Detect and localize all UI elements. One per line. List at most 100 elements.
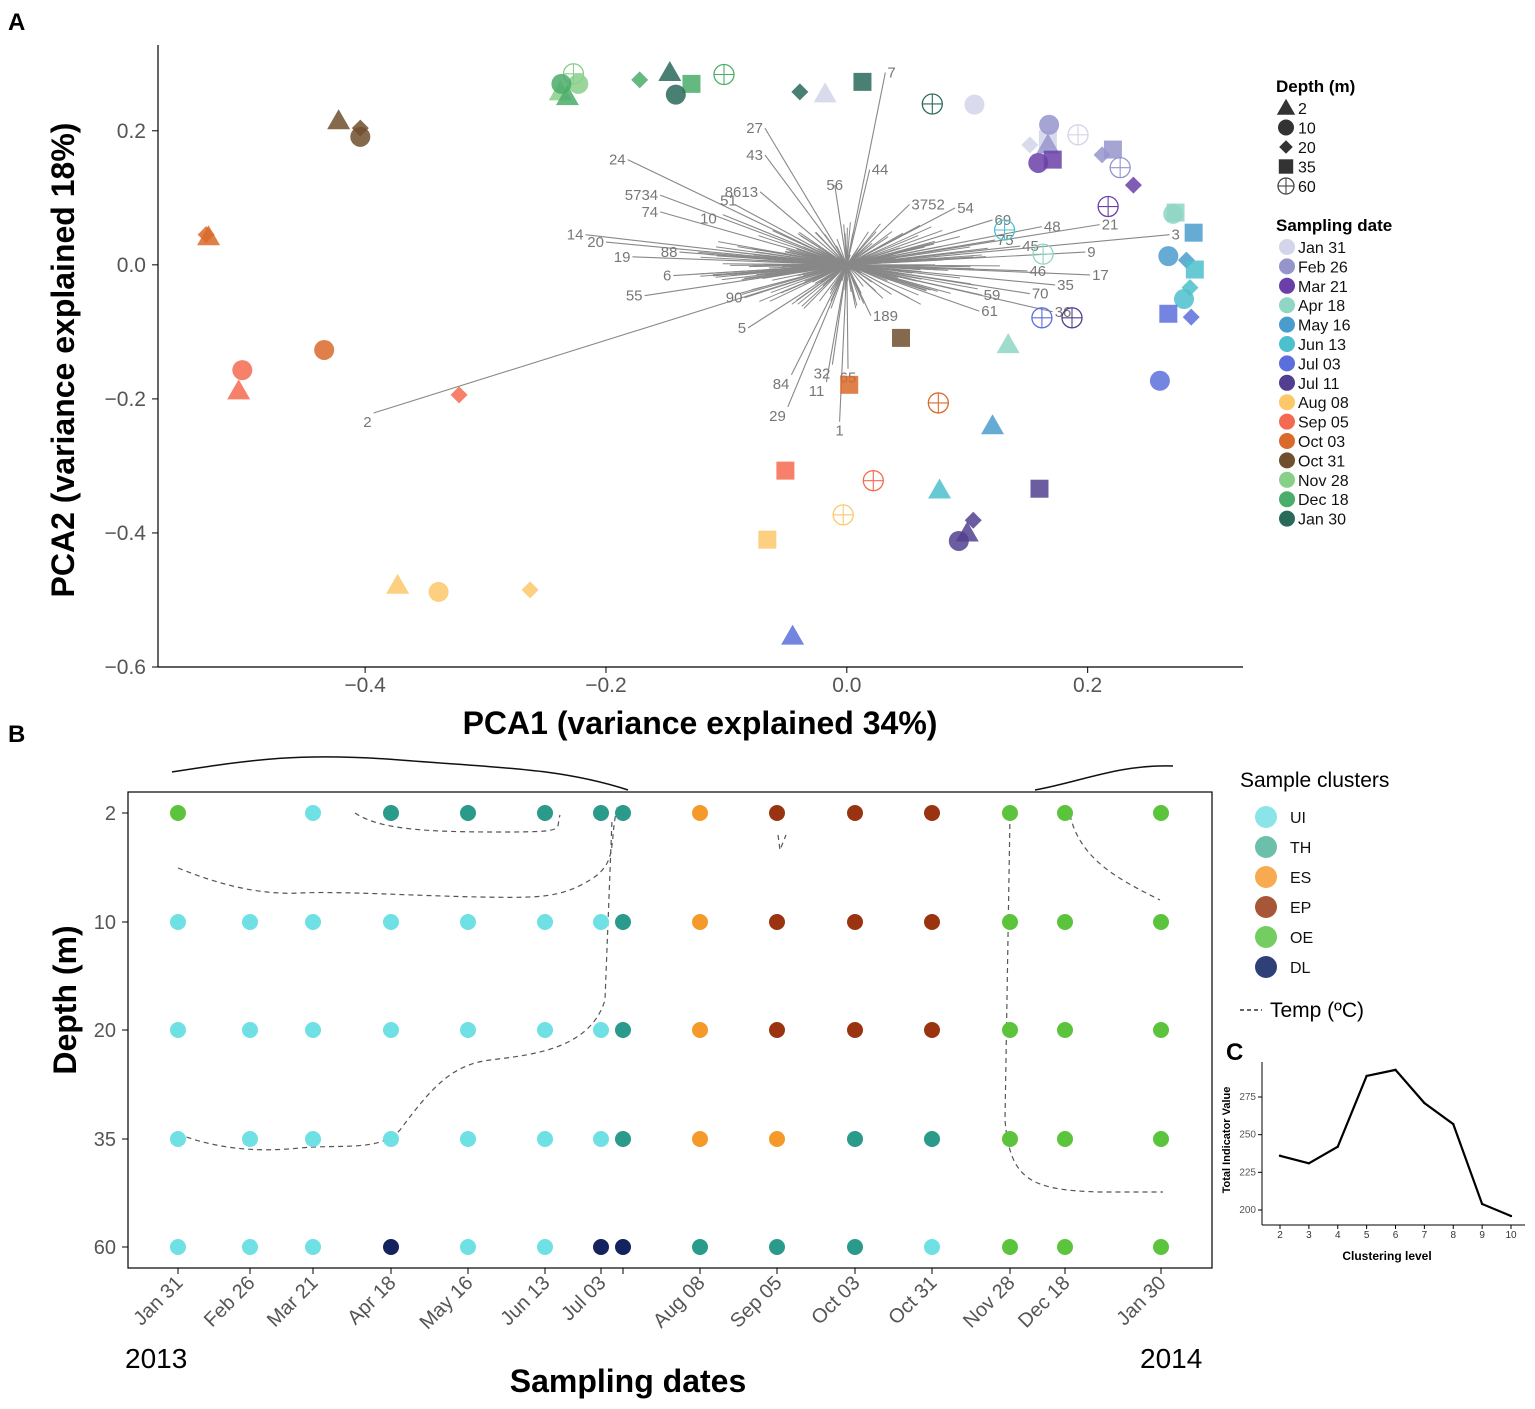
x-tick-label: −0.2	[585, 674, 626, 697]
sample-point	[863, 471, 883, 491]
sample-point	[386, 574, 409, 594]
sample-point	[451, 386, 468, 403]
cluster-point-th	[692, 1239, 708, 1255]
cluster-point-th	[847, 1131, 863, 1147]
cluster-point-th	[383, 805, 399, 821]
cluster-point-ui	[383, 1022, 399, 1038]
cluster-point-oe	[1002, 914, 1018, 930]
x-tick-label: 0.2	[1073, 674, 1102, 697]
cluster-point-oe	[170, 805, 186, 821]
cluster-point-ui	[305, 1022, 321, 1038]
legend-date-swatch	[1279, 491, 1295, 507]
legend-date-label: Dec 18	[1298, 492, 1349, 509]
loading-label: 70	[1032, 286, 1049, 303]
year-start-label: 2013	[125, 1343, 187, 1374]
sample-point	[666, 85, 686, 105]
cluster-point-th	[615, 1131, 631, 1147]
sample-point	[949, 531, 969, 551]
depth-tick-label: 60	[94, 1237, 116, 1259]
loading-label: 17	[1092, 267, 1109, 284]
legend-date-label: May 16	[1298, 318, 1351, 335]
c-y-tick-label: 275	[1239, 1092, 1256, 1103]
cluster-point-oe	[1153, 1022, 1169, 1038]
sample-point	[314, 340, 334, 360]
sample-point	[631, 71, 648, 88]
sample-point	[227, 379, 250, 399]
legend-date-label: Oct 03	[1298, 434, 1345, 451]
date-tick-label: Sep 05	[726, 1272, 786, 1332]
sample-point	[522, 581, 539, 598]
cluster-point-ui	[593, 1131, 609, 1147]
cluster-legend-swatch	[1255, 806, 1277, 828]
c-y-tick-label: 250	[1239, 1130, 1256, 1141]
cluster-point-ui	[170, 1022, 186, 1038]
legend-date-swatch	[1279, 511, 1295, 527]
loading-label: 19	[614, 249, 631, 266]
legend-date-label: Aug 08	[1298, 395, 1349, 412]
date-tick-label: Jun 13	[497, 1272, 555, 1330]
sample-point	[1030, 480, 1048, 498]
cluster-legend-swatch	[1255, 866, 1277, 888]
cluster-point-ui	[305, 1239, 321, 1255]
c-x-tick-label: 8	[1450, 1230, 1456, 1241]
sample-point	[1183, 309, 1200, 326]
cluster-point-th	[537, 805, 553, 821]
cluster-point-ui	[242, 914, 258, 930]
loading-label: 189	[873, 308, 898, 325]
loading-label: 55	[626, 288, 643, 305]
legend-date-label: Nov 28	[1298, 473, 1349, 490]
date-tick-label: Oct 31	[884, 1272, 941, 1329]
sample-point	[232, 360, 252, 380]
y-tick-label: 0.2	[117, 120, 146, 143]
sample-point	[922, 94, 942, 114]
legend-date-swatch	[1279, 452, 1295, 468]
legend-date-swatch	[1279, 258, 1295, 274]
c-y-tick-label: 225	[1239, 1167, 1256, 1178]
sample-point	[1068, 125, 1088, 145]
cluster-point-th	[769, 1239, 785, 1255]
legend-depth-square-icon	[1279, 159, 1293, 173]
sample-point	[658, 61, 681, 81]
loading-label: 44	[872, 162, 889, 179]
cluster-point-ui	[305, 914, 321, 930]
sample-point	[1185, 224, 1203, 242]
loading-label: 24	[609, 152, 626, 169]
indicator-value-point	[1510, 1215, 1512, 1217]
cluster-point-ep	[769, 805, 785, 821]
date-tick-label: Aug 08	[649, 1272, 709, 1332]
date-tick-label: Dec 18	[1014, 1272, 1074, 1332]
c-x-tick-label: 5	[1364, 1230, 1370, 1241]
indicator-value-point	[1481, 1203, 1483, 1205]
cluster-point-oe	[1002, 1022, 1018, 1038]
cluster-point-ui	[460, 914, 476, 930]
sample-point	[1150, 371, 1170, 391]
sample-point	[1039, 115, 1059, 135]
sample-point	[758, 531, 776, 549]
sample-point	[1110, 158, 1130, 178]
depth-tick-label: 10	[94, 912, 116, 934]
cluster-point-oe	[1153, 1239, 1169, 1255]
cluster-point-ui	[170, 1239, 186, 1255]
loading-label: 2	[363, 414, 371, 431]
cluster-legend-swatch	[1255, 896, 1277, 918]
loading-label: 8613	[725, 184, 758, 201]
c-x-tick-label: 2	[1277, 1230, 1283, 1241]
loading-label: 61	[981, 303, 998, 320]
cluster-point-es	[769, 1131, 785, 1147]
date-tick-label: Nov 28	[959, 1272, 1019, 1332]
cluster-point-ep	[847, 1022, 863, 1038]
legend-depth-triangle-icon	[1277, 99, 1295, 115]
cluster-point-ep	[769, 1022, 785, 1038]
legend-depth-label: 2	[1298, 101, 1307, 118]
cluster-point-dl	[593, 1239, 609, 1255]
cluster-point-ui	[242, 1239, 258, 1255]
c-x-tick-label: 10	[1505, 1230, 1517, 1241]
indicator-value-point	[1279, 1155, 1281, 1157]
cluster-point-ep	[769, 914, 785, 930]
cluster-point-ui	[924, 1239, 940, 1255]
legend-date-label: Jul 03	[1298, 356, 1341, 373]
